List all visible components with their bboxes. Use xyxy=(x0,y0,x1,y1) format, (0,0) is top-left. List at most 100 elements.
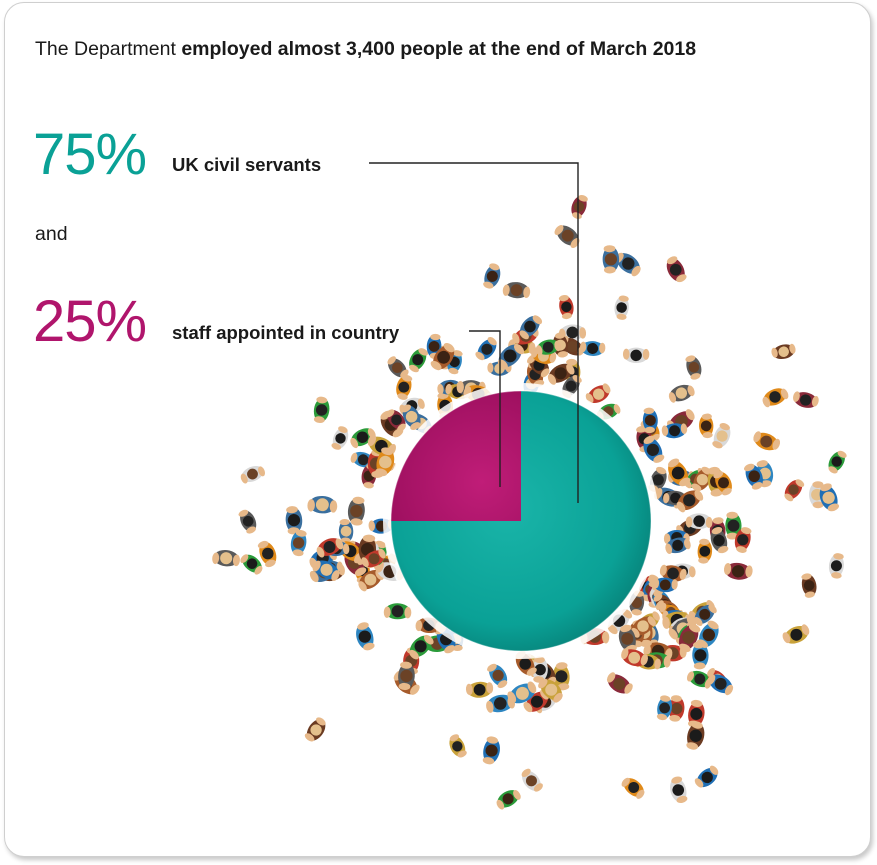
person-figure xyxy=(699,413,714,439)
staff-appointed-percentage: 25% xyxy=(33,289,147,354)
pie-chart-scene xyxy=(212,162,847,810)
person-figure xyxy=(828,450,847,474)
person-figure xyxy=(535,339,561,356)
person-figure xyxy=(553,662,570,691)
uk-civil-servants-percentage: 75% xyxy=(33,122,147,187)
person-figure xyxy=(771,343,796,360)
person-figure xyxy=(356,622,375,651)
person-figure xyxy=(614,295,629,320)
person-figure xyxy=(819,483,840,512)
person-figure xyxy=(312,560,340,581)
pie-slice-staff-appointed-in-country xyxy=(391,391,521,521)
person-figure xyxy=(666,256,687,283)
staff-appointed-label: staff appointed in country xyxy=(172,322,400,343)
person-figure xyxy=(361,548,386,568)
person-figure xyxy=(571,194,588,219)
person-figure xyxy=(482,736,500,765)
person-figure xyxy=(694,604,717,626)
person-figure xyxy=(347,496,365,526)
person-figure xyxy=(782,624,810,644)
person-figure xyxy=(383,603,412,620)
person-figure xyxy=(602,245,620,274)
person-figure xyxy=(307,495,338,514)
pie-chart xyxy=(383,383,659,659)
person-figure xyxy=(685,355,702,380)
person-figure xyxy=(396,374,413,400)
person-figure xyxy=(487,663,508,689)
person-figure xyxy=(579,341,606,356)
connector-and: and xyxy=(35,223,68,245)
person-figure xyxy=(507,681,537,704)
person-figure xyxy=(659,564,687,582)
headline: The Department employed almost 3,400 peo… xyxy=(35,38,696,61)
person-figure xyxy=(316,538,344,558)
person-figure xyxy=(712,422,731,449)
person-figure xyxy=(240,554,263,575)
person-figure xyxy=(304,717,326,742)
person-figure xyxy=(409,348,429,373)
person-figure xyxy=(606,672,633,694)
person-figure xyxy=(685,513,713,529)
person-figure xyxy=(618,624,637,653)
person-figure xyxy=(753,431,781,451)
person-figure xyxy=(409,634,434,660)
person-figure xyxy=(696,620,719,648)
person-figure xyxy=(554,225,580,248)
person-figure xyxy=(375,447,395,477)
person-figure xyxy=(668,695,685,722)
person-figure xyxy=(400,404,421,431)
person-figure xyxy=(723,562,753,580)
person-figure xyxy=(240,465,266,484)
person-figure xyxy=(656,695,673,721)
headline-emphasis: employed almost 3,400 people at the end … xyxy=(181,38,697,60)
person-figure xyxy=(697,538,713,564)
person-figure xyxy=(496,790,521,810)
leader-line-uk-civil-servants xyxy=(369,162,579,503)
person-figure xyxy=(643,435,665,463)
person-figure xyxy=(793,391,819,408)
person-figure xyxy=(694,765,719,788)
person-figure xyxy=(585,383,611,404)
person-figure xyxy=(621,648,648,667)
person-figure xyxy=(238,509,257,534)
person-figure xyxy=(614,252,641,277)
person-figure xyxy=(290,529,307,557)
person-figure xyxy=(502,282,531,299)
person-figure xyxy=(762,388,789,408)
uk-civil-servants-label: UK civil servants xyxy=(172,154,322,175)
person-figure xyxy=(642,407,658,434)
person-figure xyxy=(338,518,354,544)
person-figure xyxy=(828,553,844,579)
person-figure xyxy=(707,674,734,696)
person-figure xyxy=(652,577,678,593)
person-figure xyxy=(212,550,240,567)
person-figure xyxy=(631,616,656,638)
person-figure xyxy=(676,490,704,513)
person-figure xyxy=(668,458,691,487)
person-figure xyxy=(713,471,732,496)
person-figure xyxy=(668,384,695,403)
person-figure xyxy=(670,776,688,804)
person-figure xyxy=(483,263,501,289)
person-figure xyxy=(710,527,729,554)
person-figure xyxy=(622,347,650,364)
person-figure xyxy=(687,699,705,728)
person-figure xyxy=(521,768,543,792)
person-figure xyxy=(449,734,467,758)
person-figure xyxy=(692,641,709,670)
person-figure xyxy=(621,777,645,799)
pie-edge xyxy=(390,390,652,652)
person-figure xyxy=(519,315,543,340)
person-figure xyxy=(686,721,705,750)
infographic-panel: The Department employed almost 3,400 peo… xyxy=(4,2,871,857)
person-figure xyxy=(725,511,742,540)
person-figure xyxy=(475,336,497,361)
person-figure xyxy=(691,466,712,492)
person-figure xyxy=(385,409,406,432)
person-figure xyxy=(734,527,752,553)
person-figure xyxy=(398,661,415,691)
person-figure xyxy=(743,463,763,490)
person-figure xyxy=(665,537,691,554)
person-figure xyxy=(661,423,688,439)
leader-lines xyxy=(369,162,579,503)
